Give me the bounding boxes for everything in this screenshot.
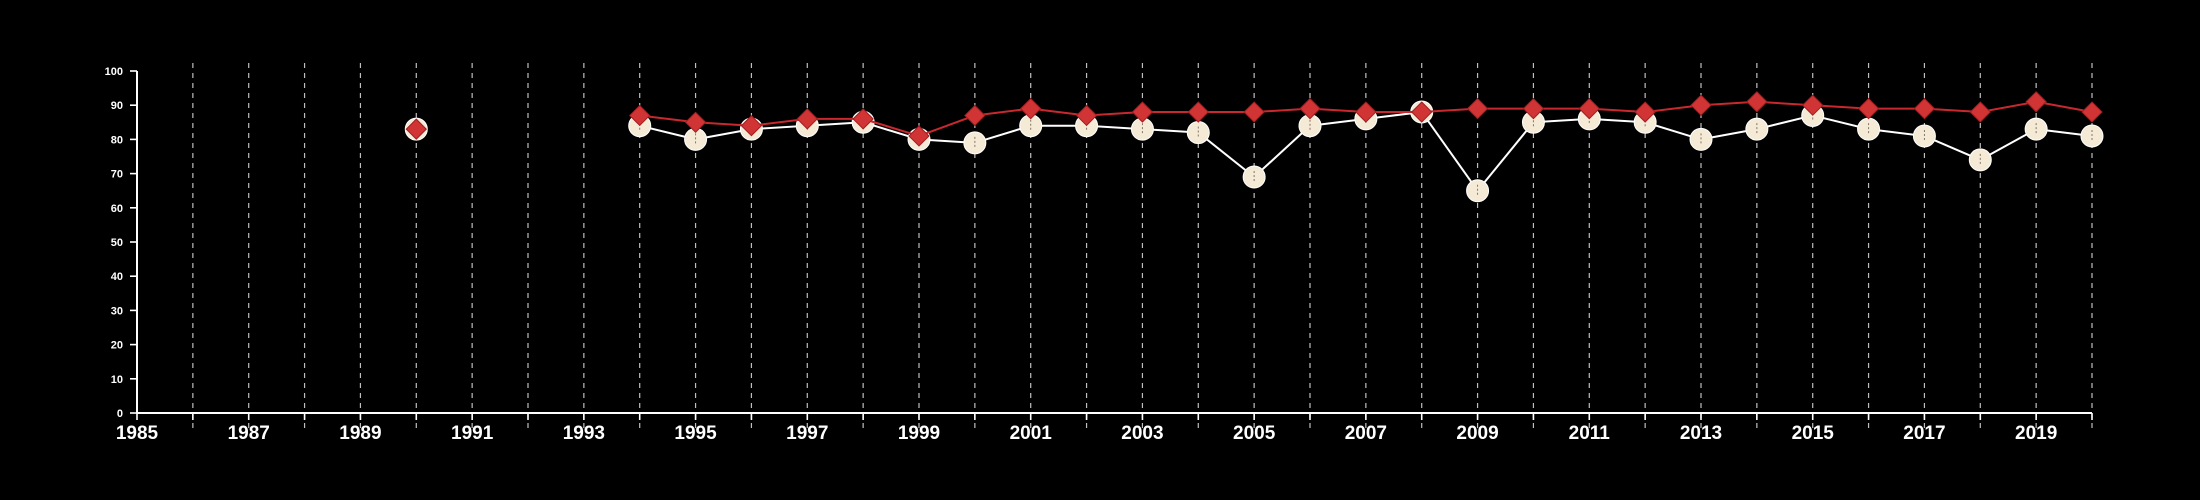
x-tick-label: 2019	[2015, 423, 2057, 444]
axis-ticks: 1985 1987 1989 1991 1993 1995 1997 1999 2001 2003…	[105, 66, 2093, 444]
point-diamond-2000	[964, 104, 986, 127]
series-1-segment	[1476, 121, 1535, 192]
point-diamond-2006	[1299, 97, 1321, 120]
point-diamond-2009	[1466, 97, 1489, 120]
y-tick-label: 70	[111, 169, 123, 181]
x-tick-label: 2015	[1792, 423, 1835, 444]
y-tick-label: 60	[111, 203, 123, 215]
series-2	[405, 91, 2103, 147]
point-diamond-2010	[1522, 97, 1545, 120]
series-1-segment	[1197, 131, 1255, 178]
x-tick-label: 2017	[1903, 423, 1945, 444]
x-tick-label: 1989	[339, 423, 381, 444]
series-1-segment	[1253, 124, 1311, 178]
point-diamond-2015	[1802, 94, 1824, 116]
point-diamond-2016	[1857, 97, 1880, 120]
point-diamond-1998	[852, 108, 874, 130]
series-2-segment	[862, 117, 920, 137]
point-diamond-2004	[1187, 101, 1209, 123]
point-diamond-2013	[1690, 94, 1712, 116]
point-diamond-2012	[1634, 101, 1656, 123]
point-diamond-1997	[796, 108, 818, 130]
x-tick-label: 1993	[563, 423, 605, 444]
x-tick-label: 2001	[1010, 423, 1053, 444]
x-tick-label: 1991	[451, 423, 494, 444]
y-tick-label: 90	[111, 100, 123, 112]
x-tick-label: 2007	[1345, 423, 1387, 444]
point-diamond-1995	[684, 111, 707, 134]
point-diamond-2020	[2081, 101, 2103, 123]
axes	[136, 71, 2092, 414]
point-diamond-2011	[1578, 97, 1600, 120]
x-tick-label: 1997	[786, 423, 828, 444]
point-diamond-2018	[1969, 101, 1991, 123]
x-tick-label: 2011	[1569, 423, 1611, 444]
x-tick-label: 1999	[898, 423, 940, 444]
y-tick-label: 30	[111, 305, 123, 317]
x-tick-label: 2009	[1456, 423, 1498, 444]
y-tick-label: 10	[111, 374, 123, 386]
y-tick-label: 100	[105, 66, 123, 78]
point-diamond-1996	[740, 115, 763, 137]
series	[404, 91, 2104, 203]
series-2-segment	[2035, 100, 2093, 114]
point-diamond-2002	[1075, 104, 1098, 127]
x-tick-label: 2003	[1121, 423, 1163, 444]
point-diamond-1999	[908, 125, 930, 147]
y-tick-label: 50	[111, 237, 123, 249]
series-1-segment	[1420, 111, 1479, 192]
point-diamond-2001	[1020, 97, 1042, 120]
y-tick-label: 80	[111, 134, 123, 146]
point-diamond-2003	[1131, 101, 1154, 123]
x-tick-label: 1985	[116, 423, 159, 444]
y-tick-label: 40	[111, 271, 123, 283]
point-diamond-2017	[1913, 97, 1936, 120]
point-diamond-2005	[1243, 101, 1265, 123]
y-tick-label: 20	[111, 340, 123, 352]
series-2-segment	[1980, 100, 2037, 114]
x-tick-label: 1987	[228, 423, 270, 444]
point-diamond-2014	[1746, 91, 1768, 113]
x-tick-label: 2013	[1680, 423, 1722, 444]
point-diamond-2019	[2025, 91, 2047, 113]
series-2-segment	[918, 114, 976, 137]
x-tick-label: 1995	[674, 423, 717, 444]
point-diamond-2007	[1355, 101, 1377, 123]
point-diamond-1994	[629, 104, 651, 127]
point-diamond-1990	[405, 118, 427, 140]
x-tick-label: 2005	[1233, 423, 1276, 444]
point-diamond-2008	[1411, 101, 1433, 123]
y-tick-label: 0	[117, 408, 123, 420]
